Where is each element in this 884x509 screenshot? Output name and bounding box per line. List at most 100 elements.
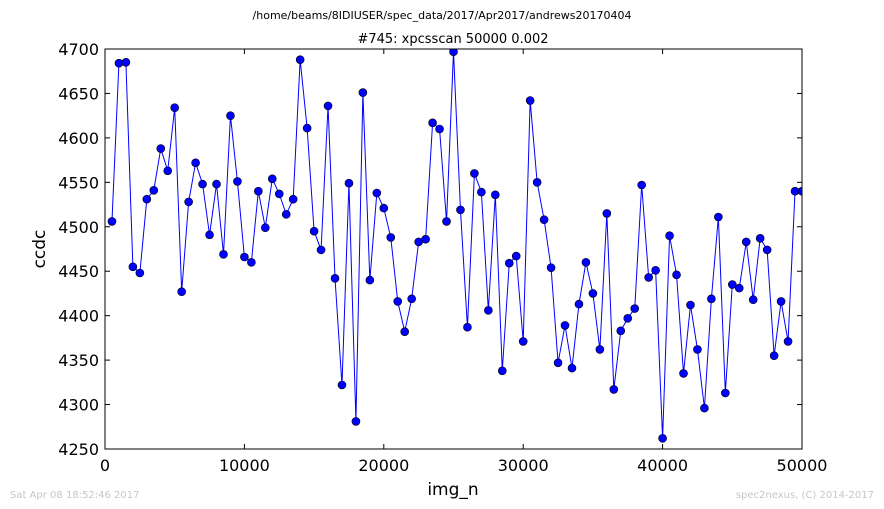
data-point [595,345,605,354]
data-point [491,190,500,200]
data-point [281,210,291,219]
data-point [358,88,368,97]
data-point [107,217,117,226]
data-point [351,417,361,426]
data-point [679,369,688,378]
data-point [602,209,612,218]
footer-credit: spec2nexus, (C) 2014-2017 [735,490,874,501]
data-point [797,186,802,196]
data-point [212,179,221,189]
y-tick-label: 4650 [58,84,99,103]
data-point [623,314,633,323]
data-point [707,294,716,304]
data-point [560,321,570,330]
y-tick-label: 4550 [58,173,99,192]
data-point [323,101,333,111]
data-point [581,258,591,267]
data-point [658,434,667,443]
footer-timestamp: Sat Apr 08 18:52:46 2017 [10,490,140,501]
data-point [170,103,179,112]
data-point [525,96,535,105]
data-point [783,337,793,346]
plot-area [107,49,802,443]
data-point [700,403,709,413]
data-point [435,124,444,134]
data-point [574,299,584,309]
data-point [177,287,186,296]
data-point [233,177,242,186]
data-point [393,297,403,306]
y-tick-label: 4400 [58,307,99,326]
data-point [295,55,305,64]
data-point [184,197,193,207]
data-point [247,258,256,267]
data-point [365,275,375,285]
data-point [504,258,514,268]
data-point [741,237,751,247]
data-point [497,366,507,376]
data-point [727,280,737,289]
data-point [518,337,528,346]
series-group [107,49,802,443]
x-tick-label: 50000 [777,456,828,475]
data-point [288,194,298,204]
axes: 0 10000 20000 30000 40000 50000 4250 4300 4350 44… [58,40,827,475]
data-point [546,263,556,272]
data-point [191,158,200,168]
series-line [111,51,802,439]
y-tick-label: 4600 [58,129,99,148]
data-point [769,351,779,360]
data-point [511,251,521,261]
data-point [693,345,702,354]
data-point [762,245,772,255]
x-tick-label: 0 [100,456,110,475]
data-point [463,322,472,332]
data-point [477,187,486,197]
data-point [776,297,786,306]
data-point [686,300,695,310]
y-tick-label: 4450 [58,262,99,281]
data-point [330,274,340,283]
data-point [226,111,235,120]
data-point [456,205,465,215]
data-point [240,252,249,262]
data-point [567,363,577,373]
data-point [254,186,263,196]
data-point [156,144,166,153]
data-point [142,194,152,204]
x-tick-label: 10000 [219,456,270,475]
data-point [755,234,765,243]
data-point [442,217,451,226]
data-point [748,295,758,304]
data-point [400,327,410,336]
y-tick-label: 4700 [58,40,99,59]
data-point [128,262,138,272]
data-point [616,326,626,336]
data-point [553,358,563,368]
data-point [379,203,389,213]
data-point [386,233,396,242]
data-point [198,179,207,189]
data-point [261,223,270,232]
y-axis-label: ccdc [30,230,50,269]
data-point [302,123,312,133]
data-point [721,388,730,398]
data-point [121,58,131,67]
data-point [609,385,619,394]
data-point [428,118,437,128]
data-point [274,189,284,199]
data-point [449,49,458,56]
data-point [539,215,549,224]
data-point [316,245,326,255]
data-point [149,186,159,195]
data-point [219,250,228,259]
data-point [651,266,660,275]
data-point [665,231,674,240]
data-point [407,294,416,304]
data-point [714,212,723,222]
data-point [734,283,744,293]
data-point [372,188,382,198]
data-point [344,178,354,188]
